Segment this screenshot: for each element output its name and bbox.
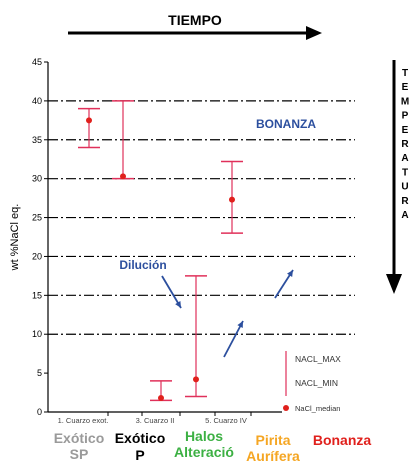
y-tick-label: 35 xyxy=(32,135,42,145)
temperature-letter: E xyxy=(402,82,409,93)
temperature-letter: M xyxy=(401,96,409,107)
median-point xyxy=(120,173,126,180)
legend-label: NACL_MIN xyxy=(295,378,338,388)
stage-labels: ExóticoSPExóticoPHalosAlteracióPiritaAur… xyxy=(54,428,372,464)
temperature-letter: T xyxy=(402,167,408,178)
y-tick-label: 5 xyxy=(37,368,42,378)
temperature-letter: A xyxy=(401,153,408,164)
dilution-arrow xyxy=(161,275,182,309)
x-tick-label: 3. Cuarzo II xyxy=(136,416,175,425)
y-tick-label: 15 xyxy=(32,290,42,300)
y-tick-label: 45 xyxy=(32,57,42,67)
rise-arrow-high xyxy=(274,269,294,299)
median-point xyxy=(86,117,92,124)
temperature-letter: R xyxy=(401,196,409,207)
time-label: TIEMPO xyxy=(168,12,222,28)
y-tick-label: 30 xyxy=(32,174,42,184)
y-axis-label: wt %NaCl eq. xyxy=(9,204,21,272)
temperature-letter: A xyxy=(401,210,408,221)
legend-median-marker xyxy=(283,405,289,411)
stage-label: Alteració xyxy=(174,444,234,460)
stage-label: Exótico xyxy=(54,430,105,446)
legend-label: NACL_MAX xyxy=(295,354,341,364)
median-point xyxy=(193,376,199,383)
stage-label: Aurífera xyxy=(246,448,300,464)
temperature-letter: R xyxy=(401,139,409,150)
stage-label: Bonanza xyxy=(313,432,372,448)
y-tick-label: 0 xyxy=(37,407,42,417)
stage-label: Halos xyxy=(185,428,223,444)
temperature-letter: P xyxy=(402,111,409,122)
y-tick-label: 10 xyxy=(32,329,42,339)
stage-label: SP xyxy=(70,446,89,462)
median-point xyxy=(229,196,235,203)
temperature-letter: U xyxy=(401,182,408,193)
rise-arrow-low xyxy=(223,320,244,358)
x-tick-label: 5. Cuarzo IV xyxy=(205,416,247,425)
stage-label: Pirita xyxy=(255,432,290,448)
stage-label: P xyxy=(135,447,144,463)
y-tick-label: 40 xyxy=(32,96,42,106)
y-tick-label: 25 xyxy=(32,213,42,223)
median-point xyxy=(158,395,164,401)
bonanza-annotation: BONANZA xyxy=(256,117,316,131)
temperature-arrow xyxy=(386,60,402,294)
stage-label: Exótico xyxy=(115,430,166,446)
dilucion-annotation: Dilución xyxy=(119,258,166,272)
legend: NACL_MAX NACL_MIN NaCl_median xyxy=(283,351,341,413)
temperature-letter: E xyxy=(402,125,409,136)
x-tick-label: 1. Cuarzo exot. xyxy=(58,416,109,425)
temperature-letter: T xyxy=(402,68,408,79)
legend-label: NaCl_median xyxy=(295,404,340,413)
plot-area: 0 5 10 15 20 25 30 35 40 45 wt %NaCl eq. 1. Cuarzo … xyxy=(9,57,355,425)
time-arrow xyxy=(68,26,322,40)
y-tick-label: 20 xyxy=(32,251,42,261)
